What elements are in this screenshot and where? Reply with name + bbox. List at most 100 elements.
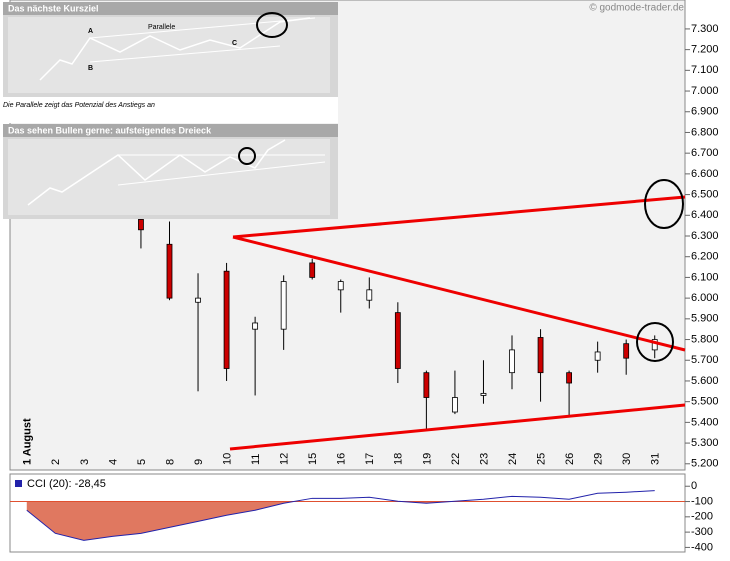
y-tick-label: 6.500 (691, 188, 719, 200)
x-tick-label: 23 (478, 453, 490, 465)
x-tick-label: 15 (307, 453, 319, 465)
legend-label: CCI (20): -28,45 (27, 478, 106, 490)
trend-line (229, 403, 686, 451)
x-tick-label: 5 (136, 459, 148, 465)
y-tick-label: 6.100 (691, 271, 719, 283)
candle-body (566, 372, 572, 384)
candle-body (394, 312, 401, 369)
candle-body (280, 281, 287, 330)
inset-label: Parallele (148, 24, 175, 31)
inset-label: B (88, 65, 93, 72)
x-tick-label: 11 (250, 454, 262, 465)
y-tick-label: 5.200 (691, 458, 719, 470)
inset-1: Das nächste Kursziel A B C Parallele Die… (3, 2, 338, 123)
inset-sketch (117, 161, 326, 186)
y-tick-label: 6.000 (691, 292, 719, 304)
y-tick-label: 7.300 (691, 23, 719, 35)
y-tick-label: 0 (691, 480, 697, 492)
y-tick-label: 5.800 (691, 333, 719, 345)
x-tick-label: 25 (535, 453, 547, 465)
inset-sketch (39, 17, 311, 81)
candle-body (651, 339, 658, 351)
x-tick-label: 30 (621, 453, 633, 465)
candle-body (337, 281, 344, 291)
y-tick-label: 6.800 (691, 126, 719, 138)
candle-body (509, 349, 515, 374)
candle-body (452, 397, 458, 413)
x-tick-label: 2 (50, 459, 62, 465)
x-tick-label: 19 (421, 453, 433, 465)
x-tick-label: 1 August (22, 418, 34, 465)
marks: 5.200 5.300 5.400 5.500 5.600 5.700 5.800 5.900… (10, 23, 719, 553)
candle-body (138, 219, 144, 231)
x-tick-label: 24 (507, 453, 519, 465)
cci-line (26, 490, 655, 541)
inset-caption: Die Parallele zeigt das Potenzial des An… (3, 102, 155, 109)
y-tick-label: 5.500 (691, 396, 719, 408)
y-tick-label: 7.000 (691, 85, 719, 97)
x-tick-label: 29 (593, 453, 605, 465)
cci-fill (26, 501, 655, 541)
candle-body (594, 351, 601, 361)
x-tick-label: 31 (650, 453, 662, 465)
x-tick-label: 10 (221, 453, 233, 465)
y-tick-label: 5.600 (691, 375, 719, 387)
candle-body (366, 289, 373, 301)
candle-body (166, 243, 173, 299)
x-tick-label: 18 (393, 453, 405, 465)
inset-title: Das sehen Bullen gerne: aufsteigendes Dr… (8, 125, 212, 135)
inset-2: Das sehen Bullen gerne: aufsteigendes Dr… (3, 124, 338, 219)
y-tick-label: 5.700 (691, 354, 719, 366)
inset-label: A (88, 28, 93, 35)
y-tick-label: -200 (691, 511, 713, 523)
inset-drawing-area (8, 139, 330, 215)
y-tick-label: 5.300 (691, 437, 719, 449)
y-tick-label: 7.200 (691, 44, 719, 56)
x-tick-label: 4 (107, 459, 119, 465)
highlight-circle (636, 322, 674, 362)
inset-title-bar (3, 124, 338, 137)
x-tick-label: 17 (364, 453, 376, 465)
highlight-circle (644, 179, 684, 229)
x-tick-label: 16 (336, 453, 348, 465)
inset-title-bar (3, 2, 338, 15)
inset-sketch (89, 45, 281, 63)
inset-caption-bg (3, 97, 338, 123)
candle-body (309, 262, 316, 278)
candle-body (252, 322, 259, 330)
inset-circle (256, 12, 288, 38)
trend-line (232, 235, 686, 352)
y-tick-label: 6.900 (691, 106, 719, 118)
inset-sketch (89, 17, 316, 39)
candle-body (480, 392, 487, 396)
candle-body (423, 372, 430, 398)
candle-body (223, 270, 230, 369)
legend (12, 477, 132, 491)
y-tick-label: -300 (691, 526, 713, 538)
x-tick-label: 26 (564, 453, 576, 465)
y-tick-label: 5.400 (691, 416, 719, 428)
y-tick-label: 6.400 (691, 209, 719, 221)
y-tick-label: 7.100 (691, 64, 719, 76)
y-tick-label: 6.200 (691, 251, 719, 263)
inset-title: Das nächste Kursziel (8, 3, 99, 13)
candle-body (537, 337, 544, 374)
y-tick-label: 6.700 (691, 147, 719, 159)
x-tick-label: 8 (164, 459, 176, 465)
candle-body (195, 297, 201, 303)
trend-line (232, 195, 686, 239)
y-tick-label: 6.300 (691, 230, 719, 242)
y-tick-label: 5.900 (691, 313, 719, 325)
x-tick-label: 12 (279, 453, 291, 465)
inset-circle (238, 147, 256, 165)
inset-label: C (232, 40, 237, 47)
legend-swatch (15, 480, 22, 487)
x-tick-label: 22 (450, 453, 462, 465)
watermark: © godmode-trader.de (589, 3, 684, 14)
y-tick-label: -400 (691, 541, 713, 553)
y-tick-label: -100 (691, 495, 713, 507)
trend-lines (229, 179, 686, 451)
y-tick-label: 6.600 (691, 168, 719, 180)
x-tick-label: 3 (79, 459, 91, 465)
